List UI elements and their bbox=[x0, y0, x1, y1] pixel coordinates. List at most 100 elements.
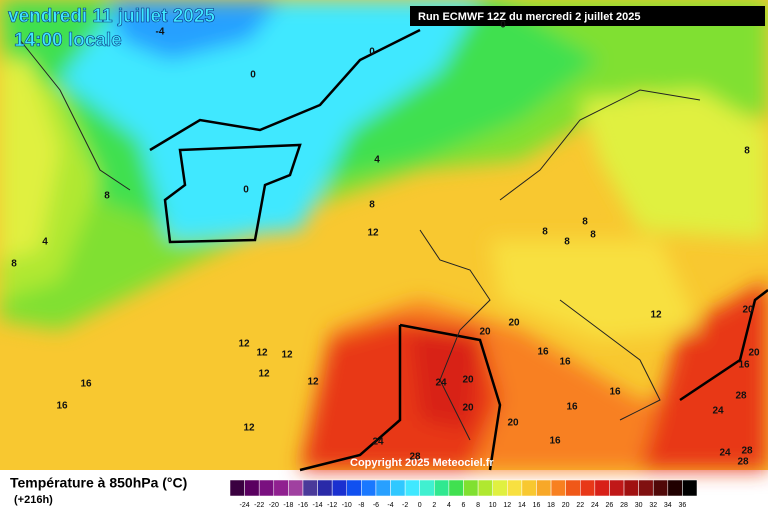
colorbar-label: 26 bbox=[606, 502, 614, 509]
colorbar-label: 34 bbox=[664, 502, 672, 509]
colorbar-cell bbox=[375, 479, 391, 497]
colorbar-label: 4 bbox=[447, 502, 451, 509]
colorbar-label: 12 bbox=[503, 502, 511, 509]
contour-label: 12 bbox=[258, 369, 270, 380]
colorbar-cell bbox=[390, 479, 406, 497]
contour-label: 20 bbox=[462, 375, 474, 386]
colorbar-cell bbox=[302, 479, 318, 497]
contour-label: 8 bbox=[744, 146, 750, 157]
contour-label: 20 bbox=[508, 318, 520, 329]
contour-label: 20 bbox=[742, 305, 754, 316]
run-info: Run ECMWF 12Z du mercredi 2 juillet 2025 bbox=[418, 11, 641, 23]
colorbar-cell bbox=[331, 479, 347, 497]
contour-label: 16 bbox=[566, 402, 578, 413]
colorbar-label: 2 bbox=[432, 502, 436, 509]
colorbar-cell bbox=[667, 479, 683, 497]
colorbar-cell bbox=[244, 479, 260, 497]
colorbar-cell bbox=[229, 479, 245, 497]
contour-label: 8 bbox=[542, 227, 548, 238]
colorbar-label: 20 bbox=[562, 502, 570, 509]
colorbar-cell bbox=[594, 479, 610, 497]
colorbar-cell bbox=[317, 479, 333, 497]
contour-label: 28 bbox=[409, 452, 421, 463]
contour-label: 16 bbox=[549, 436, 561, 447]
contour-label: 24 bbox=[372, 437, 384, 448]
colorbar-cell bbox=[609, 479, 625, 497]
colorbar-label: -12 bbox=[327, 502, 337, 509]
contour-label: 8 bbox=[590, 230, 596, 241]
contour-label: -4 bbox=[156, 27, 165, 38]
contour-label: 8 bbox=[11, 259, 17, 270]
contour-label: 4 bbox=[42, 237, 48, 248]
colorbar-cell bbox=[258, 479, 275, 497]
colorbar-cell bbox=[477, 479, 493, 497]
contour-label: 20 bbox=[748, 348, 760, 359]
colorbar-cell bbox=[550, 479, 566, 497]
contour-label: 28 bbox=[737, 457, 749, 468]
colorbar-label: 16 bbox=[533, 502, 541, 509]
contour-label: 0 bbox=[500, 20, 506, 31]
colorbar-label: 22 bbox=[576, 502, 584, 509]
colorbar-label: 24 bbox=[591, 502, 599, 509]
colorbar-cell bbox=[536, 479, 552, 497]
colorbar-cell bbox=[288, 479, 304, 497]
contour-label: 24 bbox=[712, 406, 724, 417]
contour-label: 24 bbox=[719, 448, 731, 459]
legend-title: Température à 850hPa (°C) bbox=[10, 475, 187, 491]
colorbar-label: -22 bbox=[254, 502, 264, 509]
colorbar-cell bbox=[434, 479, 450, 497]
colorbar-label: 18 bbox=[547, 502, 555, 509]
colorbar-cell bbox=[346, 479, 362, 497]
colorbar-cell bbox=[623, 479, 639, 497]
contour-label: 16 bbox=[56, 401, 68, 412]
contour-label: 12 bbox=[243, 423, 255, 434]
contour-label: 16 bbox=[738, 360, 750, 371]
colorbar-label: -20 bbox=[269, 502, 279, 509]
colorbar-label: -10 bbox=[342, 502, 352, 509]
contour-label: 0 bbox=[369, 47, 375, 58]
contour-label: 12 bbox=[281, 350, 293, 361]
coastline bbox=[19, 39, 701, 441]
contour-label: 8 bbox=[564, 237, 570, 248]
colorbar-cell bbox=[580, 479, 596, 497]
contour-label: 28 bbox=[741, 446, 753, 457]
colorbar-label: -24 bbox=[240, 502, 250, 509]
colorbar-label: -16 bbox=[298, 502, 308, 509]
colorbar-label: -4 bbox=[387, 502, 393, 509]
colorbar: -24 -22 -20 -18 -16 -14 -12 -10 -8 -6 -4 -2 0 2 4 6 8 10 1… bbox=[229, 479, 698, 509]
contour-label: 16 bbox=[609, 387, 621, 398]
colorbar-label: -8 bbox=[358, 502, 364, 509]
contour-label: 8 bbox=[369, 200, 375, 211]
colorbar-cell bbox=[361, 479, 377, 497]
colorbar-cell bbox=[273, 479, 289, 497]
colorbar-cell bbox=[419, 479, 435, 497]
contour-label: 12 bbox=[256, 348, 268, 359]
contour-label: 20 bbox=[507, 418, 519, 429]
colorbar-cell bbox=[565, 479, 581, 497]
colorbar-label: 32 bbox=[649, 502, 657, 509]
colorbar-label: 10 bbox=[489, 502, 497, 509]
contour-label: 8 bbox=[582, 217, 588, 228]
colorbar-label: -18 bbox=[283, 502, 293, 509]
colorbar-label: -14 bbox=[313, 502, 323, 509]
contour-label: 12 bbox=[238, 339, 250, 350]
colorbar-cell bbox=[682, 479, 698, 497]
contour bbox=[149, 28, 768, 472]
colorbar-cell bbox=[492, 479, 508, 497]
colorbar-cell bbox=[404, 479, 420, 497]
colorbar-label: 8 bbox=[476, 502, 480, 509]
colorbar-cell bbox=[521, 479, 537, 497]
contour-label: 24 bbox=[435, 378, 447, 389]
colorbar-cell bbox=[638, 479, 654, 497]
colorbar-cell bbox=[463, 479, 479, 497]
contour-label: 4 bbox=[374, 155, 380, 166]
colorbar-label: 14 bbox=[518, 502, 526, 509]
contour-label: 28 bbox=[735, 391, 747, 402]
lead-time: (+216h) bbox=[14, 494, 53, 506]
contour-label: 0 bbox=[250, 70, 256, 81]
colorbar-label: 36 bbox=[679, 502, 687, 509]
copyright: Copyright 2025 Meteociel.fr bbox=[350, 457, 494, 469]
colorbar-label: 0 bbox=[418, 502, 422, 509]
run-banner bbox=[410, 6, 765, 26]
